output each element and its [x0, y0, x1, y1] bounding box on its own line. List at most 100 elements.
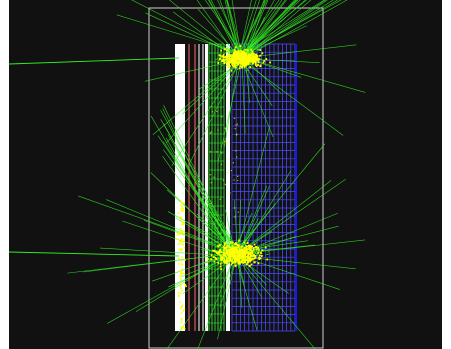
energy-hit [245, 252, 247, 254]
energy-hit [236, 249, 238, 251]
front-absorber-plate [175, 44, 185, 331]
energy-hit [181, 210, 183, 212]
energy-hit [216, 151, 217, 152]
energy-hit [233, 257, 235, 259]
energy-hit [247, 262, 249, 264]
energy-hit [241, 52, 243, 54]
energy-hit [247, 49, 249, 51]
energy-hit [227, 142, 228, 143]
energy-hit [254, 56, 256, 58]
energy-hit [229, 192, 230, 193]
energy-hit [183, 203, 185, 205]
energy-hit [265, 58, 267, 60]
energy-hit [232, 242, 234, 244]
energy-hit [258, 263, 260, 265]
energy-hit [242, 62, 244, 64]
energy-hit [247, 57, 249, 59]
energy-hit [181, 312, 183, 314]
energy-hit [239, 65, 241, 67]
energy-hit [180, 287, 182, 289]
energy-hit [252, 53, 254, 55]
energy-hit [235, 257, 237, 259]
energy-hit [257, 252, 259, 254]
energy-hit [223, 246, 225, 248]
energy-hit [238, 259, 240, 261]
energy-hit [245, 49, 247, 51]
energy-hit [221, 116, 222, 117]
energy-hit [255, 63, 257, 65]
energy-hit [235, 260, 237, 262]
energy-hit [178, 295, 180, 297]
energy-hit [247, 242, 249, 244]
energy-hit [180, 201, 182, 203]
energy-hit [217, 262, 219, 264]
energy-hit [180, 204, 182, 206]
energy-hit [235, 46, 237, 48]
energy-hit [180, 249, 182, 251]
energy-hit [229, 252, 231, 254]
energy-hit [222, 56, 224, 58]
energy-hit [237, 63, 239, 65]
shower-track [237, 144, 325, 251]
energy-hit [225, 59, 227, 61]
energy-hit [223, 254, 225, 256]
energy-hit [244, 61, 246, 63]
energy-hit [250, 259, 252, 261]
energy-hit [222, 58, 224, 60]
event-display-viewport[interactable] [9, 0, 442, 349]
energy-hit [230, 241, 232, 243]
energy-hit [220, 259, 222, 261]
energy-hit [183, 239, 185, 241]
energy-hit [227, 50, 229, 52]
energy-hit [181, 283, 183, 285]
energy-hit [246, 259, 248, 261]
energy-hit [184, 259, 186, 261]
energy-hit [261, 255, 263, 257]
energy-hit [226, 250, 228, 252]
energy-hit [249, 61, 251, 63]
energy-hit [181, 322, 183, 324]
energy-hit [250, 55, 252, 57]
energy-hit [244, 66, 246, 68]
shower-track [240, 59, 343, 136]
energy-hit [259, 65, 261, 67]
energy-hit [178, 258, 180, 260]
particle-tracks [9, 0, 365, 349]
energy-hit [178, 292, 180, 294]
energy-hit [256, 65, 258, 67]
energy-hit [229, 260, 231, 262]
energy-hit [235, 65, 237, 67]
energy-hit [239, 67, 241, 69]
energy-hit [234, 207, 235, 208]
energy-hit [240, 256, 242, 258]
energy-hit [249, 66, 251, 68]
energy-hit [256, 248, 258, 250]
energy-hit [232, 245, 234, 247]
energy-hit [263, 62, 265, 64]
energy-hit [231, 251, 233, 253]
energy-hit [181, 326, 183, 328]
energy-hit [251, 251, 253, 253]
energy-hit [217, 129, 218, 130]
energy-hit [254, 244, 256, 246]
energy-hit [259, 254, 261, 256]
energy-hit [180, 228, 182, 230]
energy-hit [228, 159, 229, 160]
energy-hit [180, 273, 182, 275]
energy-hit [180, 216, 182, 218]
energy-hit [213, 256, 215, 258]
energy-hit [259, 49, 261, 51]
energy-hit [242, 256, 244, 258]
energy-hit [240, 62, 242, 64]
energy-hit [181, 217, 183, 219]
energy-hit [221, 60, 223, 62]
energy-hit [224, 141, 225, 142]
energy-hit [258, 58, 260, 60]
incoming-beam-track [9, 58, 179, 64]
energy-hit [234, 243, 236, 245]
energy-hit [241, 246, 243, 248]
energy-hit [213, 177, 214, 178]
energy-hit [179, 301, 181, 303]
energy-hit [221, 255, 223, 257]
energy-hit [219, 58, 221, 60]
